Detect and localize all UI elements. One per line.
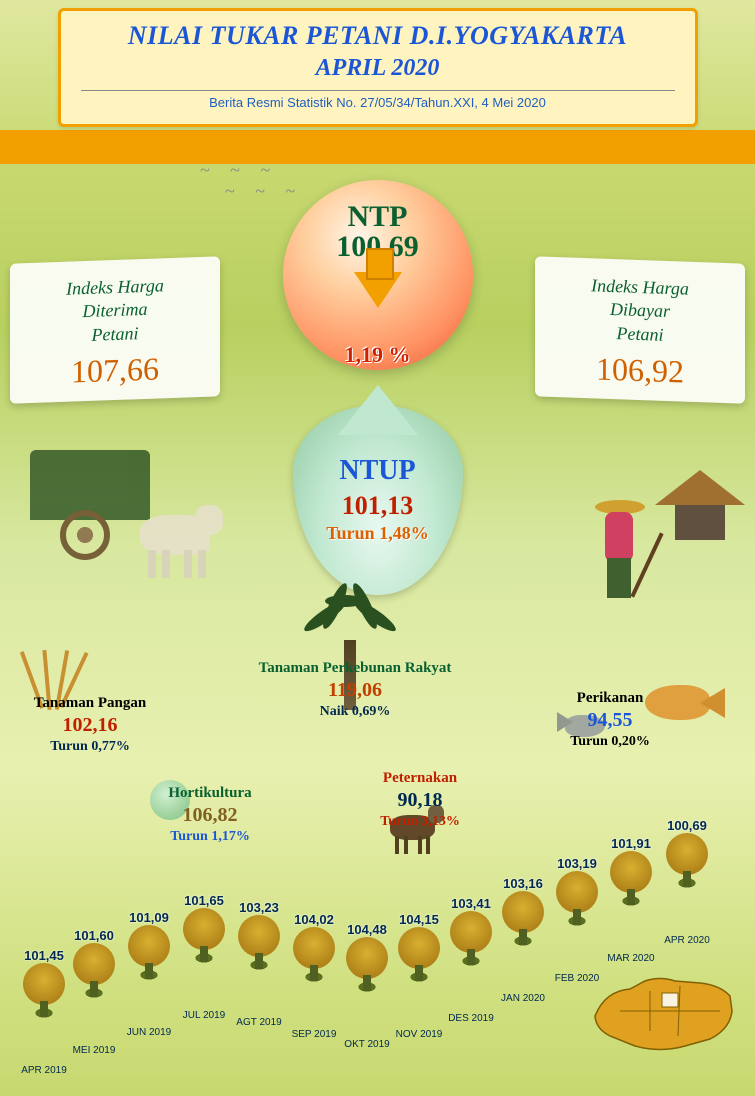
timeline-value: 101,09 [120, 910, 178, 925]
sec3-name: Perikanan [510, 690, 710, 707]
tree-icon [293, 927, 335, 969]
ntup-drop: NTUP 101,13 Turun 1,48% [293, 405, 463, 595]
tree-icon [556, 871, 598, 913]
timeline-item: 101,60 MEI 2019 [65, 928, 123, 1056]
timeline-value: 103,41 [442, 896, 500, 911]
birds-icon: ~ ~ ~ ~ ~ ~ [200, 160, 303, 202]
sec5-value: 90,18 [340, 789, 500, 812]
timeline-item: 101,09 JUN 2019 [120, 910, 178, 1038]
tree-icon [346, 937, 388, 979]
ntup-change: Turun 1,48% [293, 523, 463, 544]
tree-icon [238, 915, 280, 957]
timeline-value: 104,15 [390, 912, 448, 927]
timeline-month: APR 2020 [658, 935, 716, 946]
timeline-month: AGT 2019 [230, 1017, 288, 1028]
timeline-month: NOV 2019 [390, 1029, 448, 1040]
timeline-value: 101,60 [65, 928, 123, 943]
tree-icon [73, 943, 115, 985]
tree-icon [183, 908, 225, 950]
card-indeks-dibayar: Indeks Harga Dibayar Petani 106,92 [535, 256, 745, 403]
timeline-value: 103,23 [230, 900, 288, 915]
tree-icon [23, 963, 65, 1005]
timeline-month: DES 2019 [442, 1013, 500, 1024]
ntp-label: NTP [283, 200, 473, 234]
sec5-change: Turun 3,13% [340, 814, 500, 830]
timeline-item: 104,02 SEP 2019 [285, 912, 343, 1040]
down-arrow-icon [354, 272, 402, 308]
ntup-value: 101,13 [293, 491, 463, 521]
timeline-month: JUN 2019 [120, 1027, 178, 1038]
timeline-month: MEI 2019 [65, 1045, 123, 1056]
timeline-value: 101,91 [602, 836, 660, 851]
header-box: NILAI TUKAR PETANI D.I.YOGYAKARTA APRIL … [58, 8, 698, 127]
sector-hortikultura: Hortikultura 106,82 Turun 1,17% [130, 785, 290, 845]
sec4-value: 106,82 [130, 804, 290, 827]
ntup-label: NTUP [293, 455, 463, 487]
sec3-value: 94,55 [510, 709, 710, 732]
timeline-month: JAN 2020 [494, 993, 552, 1004]
tree-icon [128, 925, 170, 967]
timeline-item: 100,69 APR 2020 [658, 818, 716, 946]
sec2-value: 119,06 [245, 679, 465, 702]
timeline-item: 103,23 AGT 2019 [230, 900, 288, 1028]
sector-peternakan: Peternakan 90,18 Turun 3,13% [340, 770, 500, 830]
sec2-name: Tanaman Perkebunan Rakyat [245, 660, 465, 677]
tree-icon [450, 911, 492, 953]
sec4-change: Turun 1,17% [130, 829, 290, 845]
sec2-change: Naik 0,69% [245, 704, 465, 720]
timeline-item: 101,91MAR 2020 [602, 836, 660, 964]
header-subtitle: Berita Resmi Statistik No. 27/05/34/Tahu… [81, 90, 675, 110]
sec3-change: Turun 0,20% [510, 734, 710, 750]
orange-bar [0, 130, 755, 164]
farmer-icon [575, 500, 675, 620]
sector-perkebunan: Tanaman Perkebunan Rakyat 119,06 Naik 0,… [245, 660, 465, 720]
timeline-value: 104,02 [285, 912, 343, 927]
tree-icon [666, 833, 708, 875]
timeline-item: 103,16 JAN 2020 [494, 876, 552, 1004]
card-indeks-diterima: Indeks Harga Diterima Petani 107,66 [10, 256, 220, 403]
timeline-value: 103,19 [548, 856, 606, 871]
timeline-month: OKT 2019 [338, 1039, 396, 1050]
ox-cart-icon [30, 450, 230, 590]
sec1-change: Turun 0,77% [5, 739, 175, 755]
sec1-name: Tanaman Pangan [5, 695, 175, 712]
sector-perikanan: Perikanan 94,55 Turun 0,20% [510, 690, 710, 750]
timeline-value: 101,65 [175, 893, 233, 908]
timeline-month: APR 2019 [15, 1065, 73, 1076]
sector-tanaman-pangan: Tanaman Pangan 102,16 Turun 0,77% [5, 695, 175, 755]
timeline-value: 100,69 [658, 818, 716, 833]
card-left-value: 107,66 [20, 349, 210, 393]
tree-icon [502, 891, 544, 933]
timeline-item: 104,15 NOV 2019 [390, 912, 448, 1040]
sec5-name: Peternakan [340, 770, 500, 787]
ntp-percent: 1,19 % [345, 342, 411, 368]
tree-icon [398, 927, 440, 969]
card-right-value: 106,92 [545, 349, 735, 393]
sec1-value: 102,16 [5, 714, 175, 737]
sec4-name: Hortikultura [130, 785, 290, 802]
title-line1: NILAI TUKAR PETANI D.I.YOGYAKARTA [81, 21, 675, 51]
timeline-item: 103,41 DES 2019 [442, 896, 500, 1024]
timeline-value: 103,16 [494, 876, 552, 891]
timeline-month: SEP 2019 [285, 1029, 343, 1040]
title-line2: APRIL 2020 [81, 55, 675, 82]
timeline-value: 104,48 [338, 922, 396, 937]
timeline-item: 104,48 OKT 2019 [338, 922, 396, 1050]
map-yogyakarta-icon [590, 961, 740, 1061]
tree-icon [610, 851, 652, 893]
timeline-item: 101,65 JUL 2019 [175, 893, 233, 1021]
timeline-month: JUL 2019 [175, 1010, 233, 1021]
